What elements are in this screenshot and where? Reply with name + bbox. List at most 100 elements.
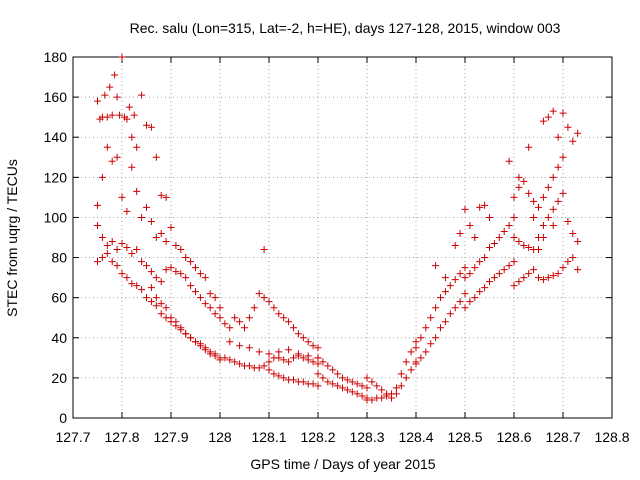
data-point [432,304,440,312]
data-point [515,238,523,246]
data-point [471,264,479,272]
data-point [138,213,146,221]
data-point [383,392,391,400]
y-tick-label: 20 [51,370,67,386]
data-point [510,282,518,290]
data-point [515,173,523,181]
data-point [260,362,268,370]
data-point [157,229,165,237]
data-point [103,242,111,250]
data-point [152,302,160,310]
y-tick-label: 0 [59,410,67,426]
data-point [152,294,160,302]
data-point [285,318,293,326]
x-tick-label: 127.8 [104,429,139,445]
data-point [94,201,101,209]
data-point [466,270,474,278]
data-point [299,334,307,342]
data-point [157,191,165,199]
data-point [446,310,454,318]
data-point [128,133,136,141]
data-point [133,143,141,151]
data-point [236,318,244,326]
data-point [290,354,297,362]
data-point [216,314,224,322]
data-point [525,189,533,197]
data-point [216,304,224,312]
data-point [441,274,449,282]
data-point [167,314,175,322]
data-point [143,121,150,129]
data-point [490,240,498,248]
y-axis-label: STEC from uqrg / TECUs [4,159,20,317]
y-tick-label: 120 [44,169,68,185]
data-point [417,354,425,362]
data-point [98,254,106,262]
data-point [182,254,190,262]
data-point [101,91,109,99]
data-point [505,262,513,270]
data-point [138,258,146,266]
x-tick-label: 128.2 [300,429,335,445]
data-point [535,246,542,254]
data-point [314,382,322,390]
data-point [196,342,204,350]
x-tick-label: 127.7 [55,429,90,445]
data-point [319,358,327,366]
data-point [231,314,239,322]
data-point [569,137,577,145]
data-point [270,304,278,312]
data-point [236,360,244,368]
data-point [113,262,121,270]
data-point [520,274,528,282]
data-point [182,330,190,338]
data-point [343,376,351,384]
data-point [324,378,332,386]
data-point [162,193,170,201]
data-point [574,129,582,137]
data-point [309,380,317,388]
data-point [309,358,317,366]
data-point [549,173,557,181]
data-point [314,360,322,368]
x-tick-label: 128.4 [398,429,433,445]
data-point [569,229,577,237]
data-point [162,266,170,274]
data-point [211,352,219,360]
x-tick-label: 128.7 [545,429,580,445]
data-point [299,354,307,362]
y-tick-label: 80 [51,250,67,266]
data-point [309,342,317,350]
data-point [427,340,435,348]
data-point [201,274,209,282]
data-point [456,229,464,237]
data-point [569,254,577,262]
data-point [373,382,381,390]
data-point [314,370,322,378]
data-point [397,370,405,378]
data-point [103,143,111,151]
y-tick-label: 140 [44,129,68,145]
data-point [432,334,440,342]
x-tick-label: 127.9 [153,429,188,445]
x-tick-label: 128.6 [496,429,531,445]
data-point [138,286,146,294]
data-point [123,207,131,215]
data-point [549,205,557,213]
data-point [412,344,420,352]
data-point [304,352,312,360]
data-point [123,115,131,123]
data-point [358,382,366,390]
data-point [353,380,361,388]
data-point [143,294,150,302]
data-point [510,258,518,266]
data-point [314,354,322,362]
data-point [549,107,557,115]
data-point [461,290,469,298]
data-point [103,250,111,258]
data-point [539,276,547,284]
data-point [466,298,474,306]
data-point [147,268,155,276]
data-point [432,262,440,270]
data-point [133,187,141,195]
